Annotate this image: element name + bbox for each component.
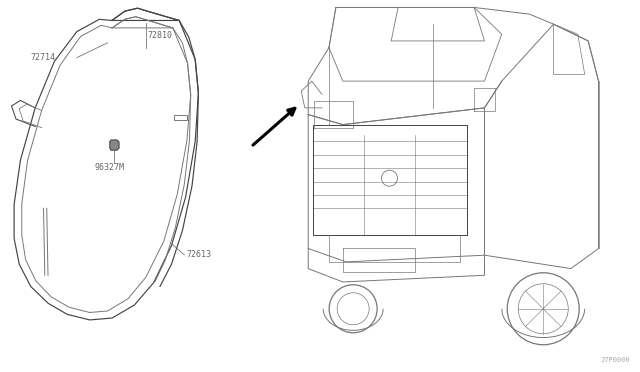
Text: J7P0000: J7P0000 [601, 357, 630, 363]
Text: 72714: 72714 [31, 53, 56, 62]
Polygon shape [110, 140, 119, 150]
Text: 72613: 72613 [187, 250, 212, 259]
Bar [174, 115, 187, 120]
Text: 72810: 72810 [147, 31, 172, 40]
Text: 96327M: 96327M [95, 163, 125, 172]
